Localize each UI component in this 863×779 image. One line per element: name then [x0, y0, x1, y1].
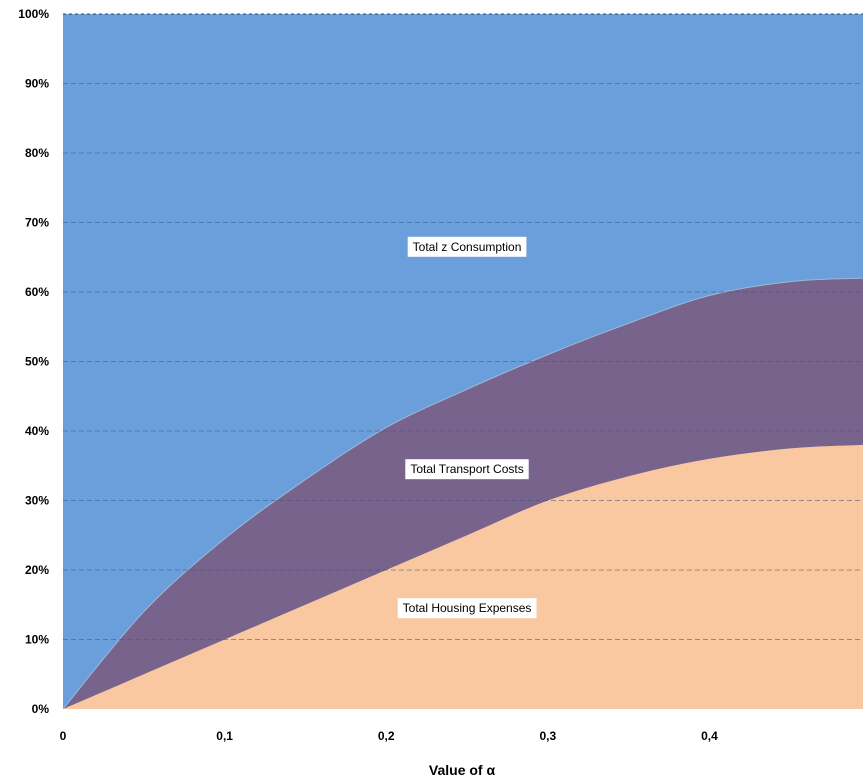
x-tick-label: 0,3 — [540, 729, 557, 743]
area-label: Total Housing Expenses — [397, 598, 537, 619]
y-tick-label: 80% — [25, 146, 49, 160]
area-label-box — [397, 598, 537, 619]
area-total-housing-expenses — [63, 444, 863, 709]
area-label-text: Total z Consumption — [413, 240, 522, 254]
x-tick-label: 0,1 — [216, 729, 233, 743]
series-boundary-line — [62, 277, 863, 710]
y-tick-label: 0% — [32, 702, 50, 716]
y-tick-label: 30% — [25, 494, 49, 508]
area-annotations: Total z Consumption Total Transport Costs… — [397, 236, 537, 619]
y-tick-label: 40% — [25, 424, 49, 438]
area-label-text: Total Transport Costs — [410, 462, 523, 476]
y-tick-label: 70% — [25, 216, 49, 230]
x-axis-tick-labels: 0 0,1 0,2 0,3 0,4 — [60, 729, 718, 743]
area-label: Total Transport Costs — [405, 459, 529, 480]
y-tick-label: 90% — [25, 77, 49, 91]
x-tick-label: 0,2 — [378, 729, 395, 743]
y-tick-label: 60% — [25, 285, 49, 299]
x-tick-label: 0 — [60, 729, 67, 743]
y-tick-label: 20% — [25, 563, 49, 577]
area-label: Total z Consumption — [407, 236, 527, 257]
y-tick-label: 50% — [25, 355, 49, 369]
y-tick-label: 100% — [18, 7, 49, 21]
y-tick-label: 10% — [25, 633, 49, 647]
area-label-box — [407, 236, 527, 257]
chart-gridlines — [63, 13, 863, 640]
x-axis-title: Value of α — [429, 762, 496, 778]
x-tick-label: 0,4 — [701, 729, 718, 743]
area-label-box — [405, 459, 529, 480]
y-axis-tick-labels: 0% 10% 20% 30% 40% 50% 60% 70% 80% 90% 100% — [18, 7, 49, 716]
area-label-text: Total Housing Expenses — [403, 601, 532, 615]
